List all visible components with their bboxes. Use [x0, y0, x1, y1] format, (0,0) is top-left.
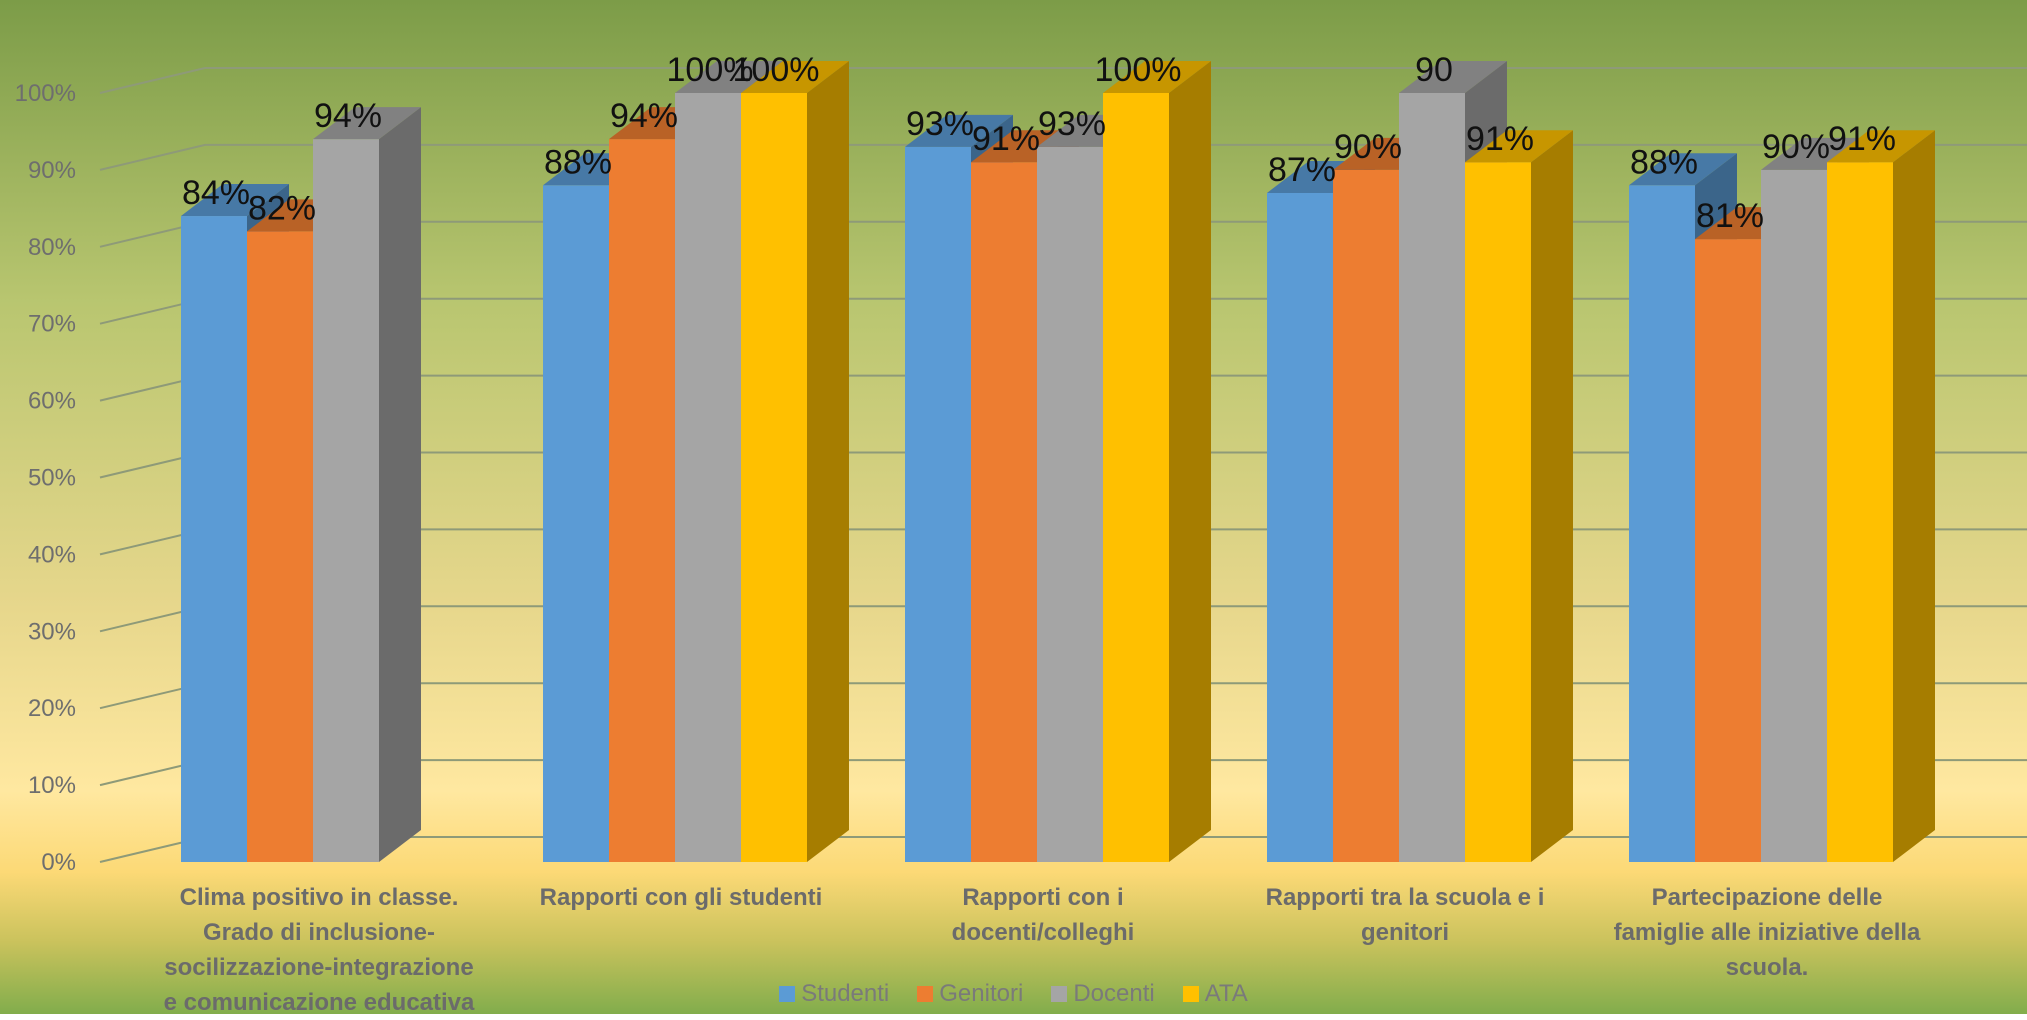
bar — [1465, 130, 1573, 862]
y-tick-label: 50% — [28, 465, 76, 492]
legend-item: Docenti — [1051, 980, 1155, 1008]
data-label: 90 — [1415, 51, 1453, 89]
legend-label: Genitori — [939, 980, 1024, 1007]
y-tick-label: 10% — [28, 772, 76, 799]
y-tick-label: 80% — [28, 234, 76, 261]
data-label: 91% — [1828, 120, 1896, 158]
gridline — [99, 67, 2027, 94]
data-label: 88% — [1630, 143, 1698, 181]
legend-swatch — [1051, 986, 1068, 1002]
y-tick-label: 60% — [28, 388, 76, 415]
legend-swatch — [1182, 986, 1199, 1002]
legend-item: Genitori — [917, 980, 1023, 1008]
y-tick-label: 30% — [28, 618, 76, 645]
legend-swatch — [779, 986, 796, 1002]
bar — [741, 61, 849, 862]
legend: Studenti Genitori Docenti ATA — [0, 980, 2027, 1008]
x-category-label: Rapporti con gli studenti — [539, 884, 823, 911]
x-category-label: Clima positivo in classe. Grado di inclus… — [163, 884, 475, 1016]
x-category-label: Partecipazione delle famiglie alle inizia… — [1613, 884, 1921, 981]
legend-swatch — [917, 986, 934, 1002]
data-label: 90% — [1762, 128, 1830, 166]
bar — [1103, 61, 1211, 862]
x-category-label: Rapporti tra la scuola e i genitori — [1265, 884, 1545, 946]
x-category-label: Rapporti con i docenti/colleghi — [951, 884, 1135, 946]
data-label: 88% — [544, 143, 612, 181]
data-label: 91% — [972, 120, 1040, 158]
y-tick-label: 0% — [41, 849, 76, 876]
y-tick-label: 90% — [28, 157, 76, 184]
data-label: 90% — [1334, 128, 1402, 166]
legend-label: ATA — [1204, 980, 1248, 1007]
y-tick-label: 70% — [28, 311, 76, 338]
bar — [1827, 130, 1935, 862]
data-label: 100% — [733, 51, 820, 89]
y-tick-label: 40% — [28, 541, 76, 568]
data-label: 84% — [182, 174, 250, 212]
data-label: 93% — [1038, 105, 1106, 143]
y-tick-label: 20% — [28, 695, 76, 722]
legend-item: ATA — [1182, 980, 1248, 1008]
bar — [313, 107, 421, 862]
legend-item: Studenti — [779, 980, 889, 1008]
data-label: 82% — [248, 189, 316, 227]
data-label: 94% — [314, 97, 382, 135]
data-label: 91% — [1466, 120, 1534, 158]
data-label: 94% — [610, 97, 678, 135]
data-label: 100% — [667, 51, 754, 89]
data-label: 100% — [1095, 51, 1182, 89]
legend-label: Docenti — [1073, 980, 1155, 1007]
data-label: 87% — [1268, 151, 1336, 189]
legend-label: Studenti — [801, 980, 890, 1007]
data-label: 93% — [906, 105, 974, 143]
y-tick-label: 100% — [15, 80, 76, 107]
data-label: 81% — [1696, 197, 1764, 235]
